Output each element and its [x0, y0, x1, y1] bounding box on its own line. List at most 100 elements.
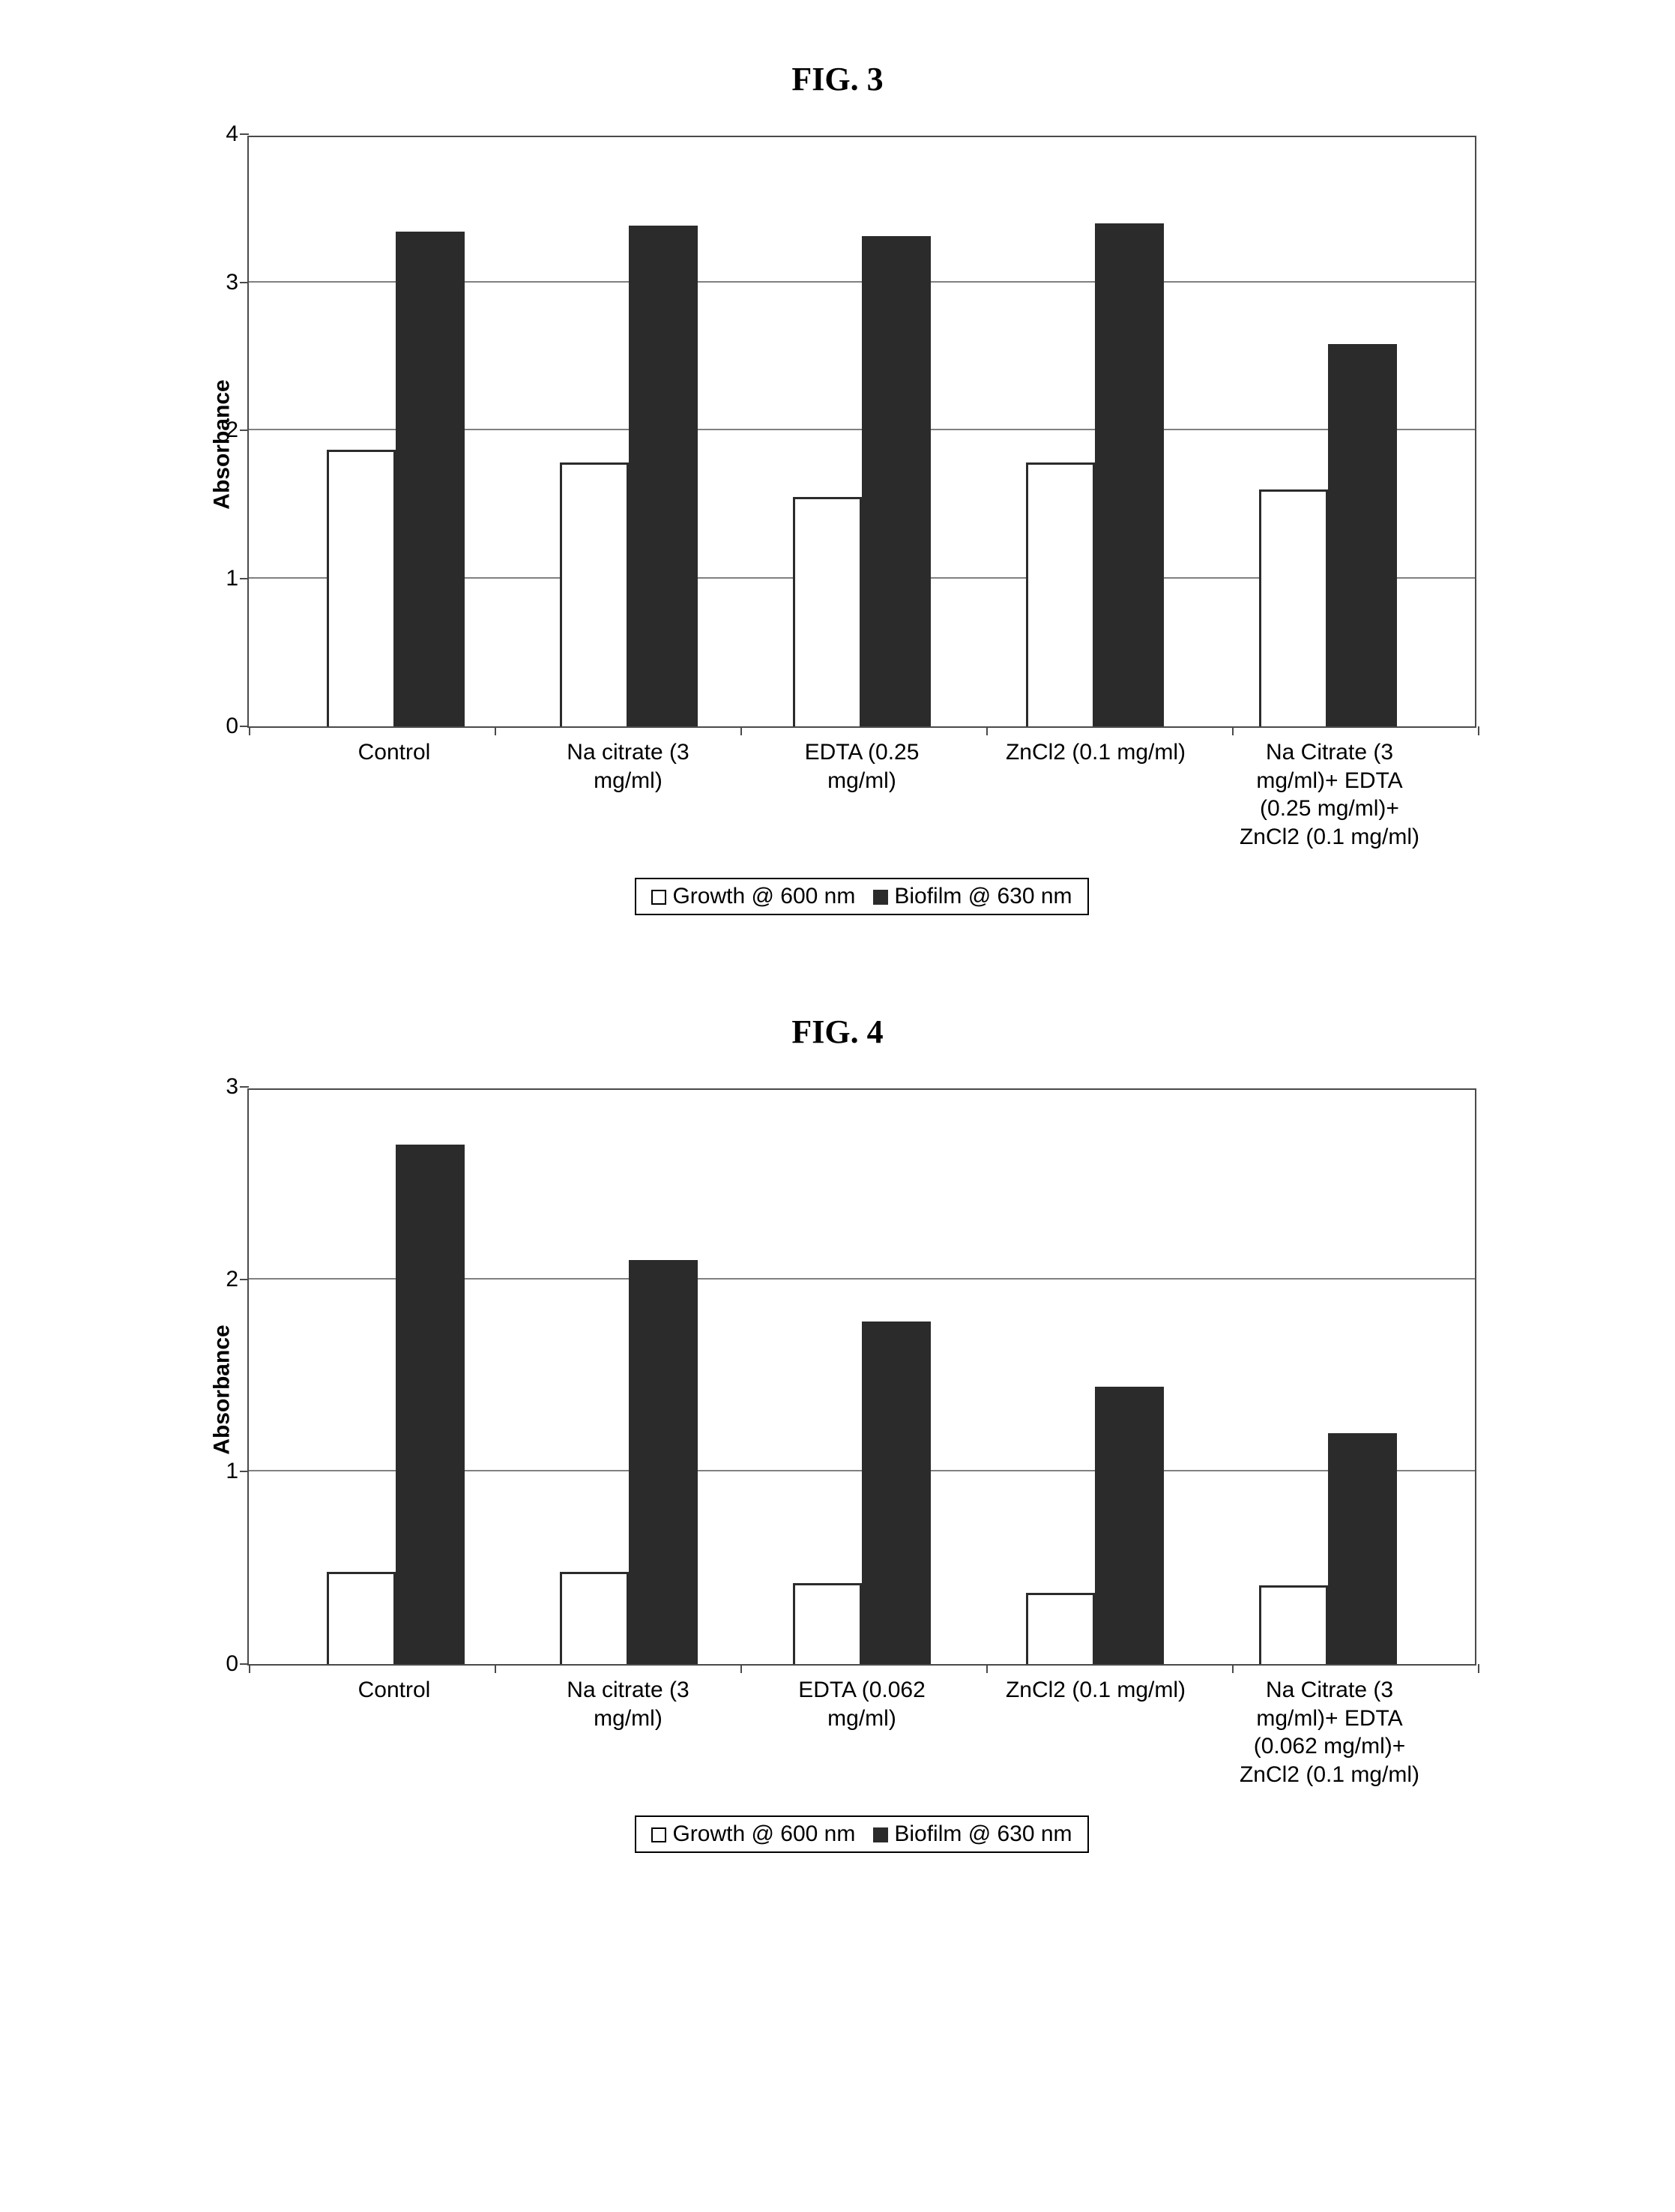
bar — [862, 236, 931, 726]
y-tick-label: 3 — [226, 270, 238, 295]
bar — [1259, 1585, 1328, 1664]
plot-area: 01234 — [247, 136, 1476, 728]
x-tick — [249, 726, 250, 735]
bar — [629, 226, 698, 726]
legend: Growth @ 600 nm Biofilm @ 630 nm — [635, 1815, 1088, 1853]
bars-row — [249, 134, 1475, 726]
x-label: Na citrate (3 mg/ml) — [511, 1676, 745, 1788]
x-tick — [740, 726, 742, 735]
legend-swatch — [873, 890, 888, 905]
fig3-title: FIG. 3 — [0, 60, 1675, 98]
y-tick — [240, 1471, 249, 1472]
x-tick — [249, 1664, 250, 1673]
chart-wrapper: 01234 Absorbance ControlNa citrate (3 mg/m… — [202, 136, 1521, 915]
bar — [327, 1572, 396, 1664]
legend-item: Biofilm @ 630 nm — [873, 1821, 1072, 1847]
bar — [862, 1322, 931, 1664]
bar-group — [1026, 223, 1164, 727]
bar-group — [560, 1260, 698, 1664]
fig4-title: FIG. 4 — [0, 1013, 1675, 1051]
legend-text: Growth @ 600 nm — [672, 1821, 855, 1846]
bar-group — [1259, 1433, 1397, 1664]
x-label: Na Citrate (3 mg/ml)+ EDTA (0.062 mg/ml)… — [1213, 1676, 1446, 1788]
legend: Growth @ 600 nm Biofilm @ 630 nm — [635, 878, 1088, 915]
legend-row: Growth @ 600 nm Biofilm @ 630 nm — [247, 1788, 1476, 1853]
bars-row — [249, 1087, 1475, 1664]
y-axis-label: Absorbance — [210, 1325, 235, 1454]
x-tick — [986, 726, 988, 735]
x-labels-row: ControlNa citrate (3 mg/ml)EDTA (0.062 m… — [247, 1666, 1476, 1788]
bar — [560, 1572, 629, 1664]
legend-swatch — [873, 1827, 888, 1842]
x-tick — [1478, 1664, 1479, 1673]
legend-item: Growth @ 600 nm — [651, 1821, 855, 1847]
y-tick-label: 0 — [226, 1651, 238, 1677]
bar — [1259, 489, 1328, 726]
bar — [560, 462, 629, 726]
x-labels-row: ControlNa citrate (3 mg/ml)EDTA (0.25 mg… — [247, 728, 1476, 851]
legend-item: Growth @ 600 nm — [651, 884, 855, 909]
legend-text: Biofilm @ 630 nm — [894, 884, 1072, 908]
y-tick-label: 0 — [226, 714, 238, 739]
bar — [1026, 462, 1095, 726]
bar — [1095, 223, 1164, 727]
x-tick — [986, 1664, 988, 1673]
bar — [1095, 1387, 1164, 1664]
bar — [629, 1260, 698, 1664]
x-label: Control — [277, 1676, 511, 1788]
bar-group — [1026, 1387, 1164, 1664]
bar — [396, 232, 465, 726]
x-label: Na Citrate (3 mg/ml)+ EDTA (0.25 mg/ml)+… — [1213, 738, 1446, 851]
x-label: Control — [277, 738, 511, 851]
x-label: EDTA (0.062 mg/ml) — [745, 1676, 979, 1788]
y-axis-label: Absorbance — [210, 379, 235, 509]
bar — [1026, 1593, 1095, 1664]
bar-group — [1259, 344, 1397, 726]
y-tick — [240, 1279, 249, 1280]
legend-text: Growth @ 600 nm — [672, 884, 855, 908]
fig4-chart: 0123 Absorbance ControlNa citrate (3 mg/ml… — [202, 1088, 1521, 1853]
y-tick — [240, 578, 249, 579]
x-label: Na citrate (3 mg/ml) — [511, 738, 745, 851]
x-tick — [495, 1664, 496, 1673]
legend-swatch — [651, 1827, 666, 1842]
y-tick-label: 3 — [226, 1074, 238, 1100]
x-tick — [1478, 726, 1479, 735]
x-label: ZnCl2 (0.1 mg/ml) — [979, 738, 1213, 851]
bar-group — [560, 226, 698, 726]
y-tick-label: 1 — [226, 566, 238, 591]
legend-swatch — [651, 890, 666, 905]
bar-group — [793, 236, 931, 726]
bar-group — [327, 1145, 465, 1664]
y-tick — [240, 1663, 249, 1665]
y-tick — [240, 430, 249, 431]
legend-row: Growth @ 600 nm Biofilm @ 630 nm — [247, 851, 1476, 915]
bar — [793, 1583, 862, 1664]
y-tick — [240, 133, 249, 135]
spacer — [0, 915, 1675, 998]
y-tick — [240, 726, 249, 727]
x-tick — [740, 1664, 742, 1673]
y-tick-label: 2 — [226, 1267, 238, 1292]
bar — [793, 497, 862, 726]
x-tick — [1232, 1664, 1234, 1673]
page: FIG. 3 01234AbsorbanceControlNa citrate … — [0, 0, 1675, 2212]
bar — [396, 1145, 465, 1664]
y-tick-label: 1 — [226, 1459, 238, 1484]
y-tick-label: 4 — [226, 121, 238, 147]
legend-text: Biofilm @ 630 nm — [894, 1821, 1072, 1846]
x-tick — [495, 726, 496, 735]
x-label: ZnCl2 (0.1 mg/ml) — [979, 1676, 1213, 1788]
y-tick — [240, 282, 249, 283]
bar-group — [793, 1322, 931, 1664]
x-tick — [1232, 726, 1234, 735]
bar-group — [327, 232, 465, 726]
y-tick — [240, 1086, 249, 1088]
bar — [1328, 344, 1397, 726]
bar — [327, 450, 396, 726]
fig3-chart: 01234 Absorbance ControlNa citrate (3 mg/m… — [202, 136, 1521, 915]
plot-area: 0123 — [247, 1088, 1476, 1666]
legend-item: Biofilm @ 630 nm — [873, 884, 1072, 909]
x-label: EDTA (0.25 mg/ml) — [745, 738, 979, 851]
bar — [1328, 1433, 1397, 1664]
